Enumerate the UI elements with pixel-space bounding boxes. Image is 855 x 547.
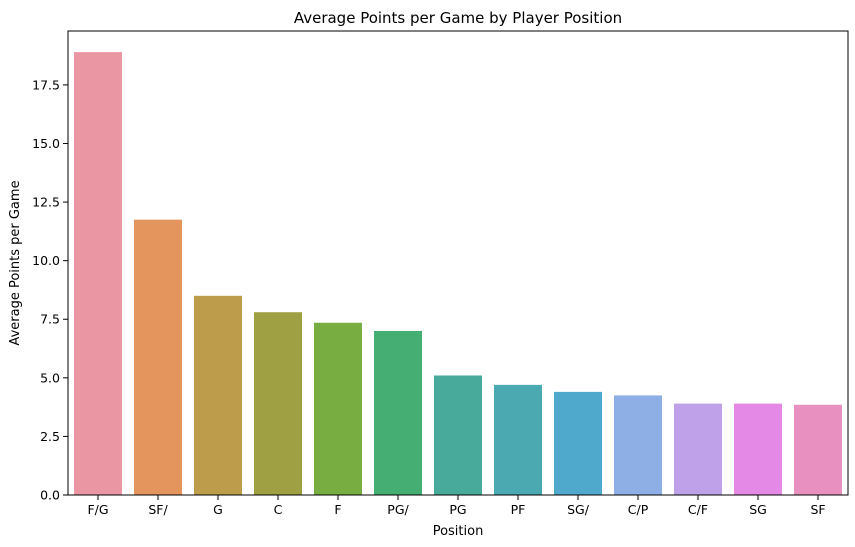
x-axis-label: Position — [433, 524, 484, 539]
x-tick-label: C/F — [688, 502, 708, 517]
chart-title: Average Points per Game by Player Positi… — [294, 9, 622, 27]
x-tick-label: SG/ — [567, 502, 590, 517]
bar — [374, 330, 422, 495]
bar — [554, 391, 602, 495]
x-tick-label: G — [213, 502, 223, 517]
y-axis: 0.0 2.5 5.0 7.5 10.0 12.5 15.0 17.5 — [32, 77, 68, 503]
y-tick-label: 0.0 — [40, 488, 60, 503]
x-tick-label: F/G — [87, 502, 108, 517]
y-tick-label: 5.0 — [40, 370, 60, 385]
bar — [134, 219, 182, 495]
x-tick-label: SF — [810, 502, 825, 517]
bar — [254, 312, 302, 495]
bar — [314, 322, 362, 495]
x-tick-label: SF/ — [148, 502, 168, 517]
x-tick-label: F — [334, 502, 341, 517]
bar — [674, 403, 722, 495]
bar — [434, 375, 482, 495]
y-tick-label: 17.5 — [32, 77, 60, 92]
bar — [194, 295, 242, 495]
bar — [794, 404, 842, 495]
x-tick-label: PG/ — [387, 502, 409, 517]
x-tick-label: PG — [449, 502, 466, 517]
y-axis-label: Average Points per Game — [8, 180, 23, 345]
y-tick-label: 15.0 — [32, 136, 60, 151]
bar — [734, 403, 782, 495]
y-tick-label: 2.5 — [40, 429, 60, 444]
x-tick-label: PF — [511, 502, 526, 517]
x-tick-label: C — [274, 502, 283, 517]
x-axis: F/G SF/G C F PG/PG PF SG/C/P C/F SG SF — [87, 495, 826, 517]
plot-area — [74, 52, 842, 495]
x-tick-label: C/P — [628, 502, 649, 517]
y-tick-label: 12.5 — [32, 195, 60, 210]
x-tick-label: SG — [749, 502, 767, 517]
bar — [614, 395, 662, 495]
bar — [494, 384, 542, 495]
bar — [74, 52, 122, 495]
y-tick-label: 7.5 — [40, 312, 60, 327]
y-tick-label: 10.0 — [32, 253, 60, 268]
